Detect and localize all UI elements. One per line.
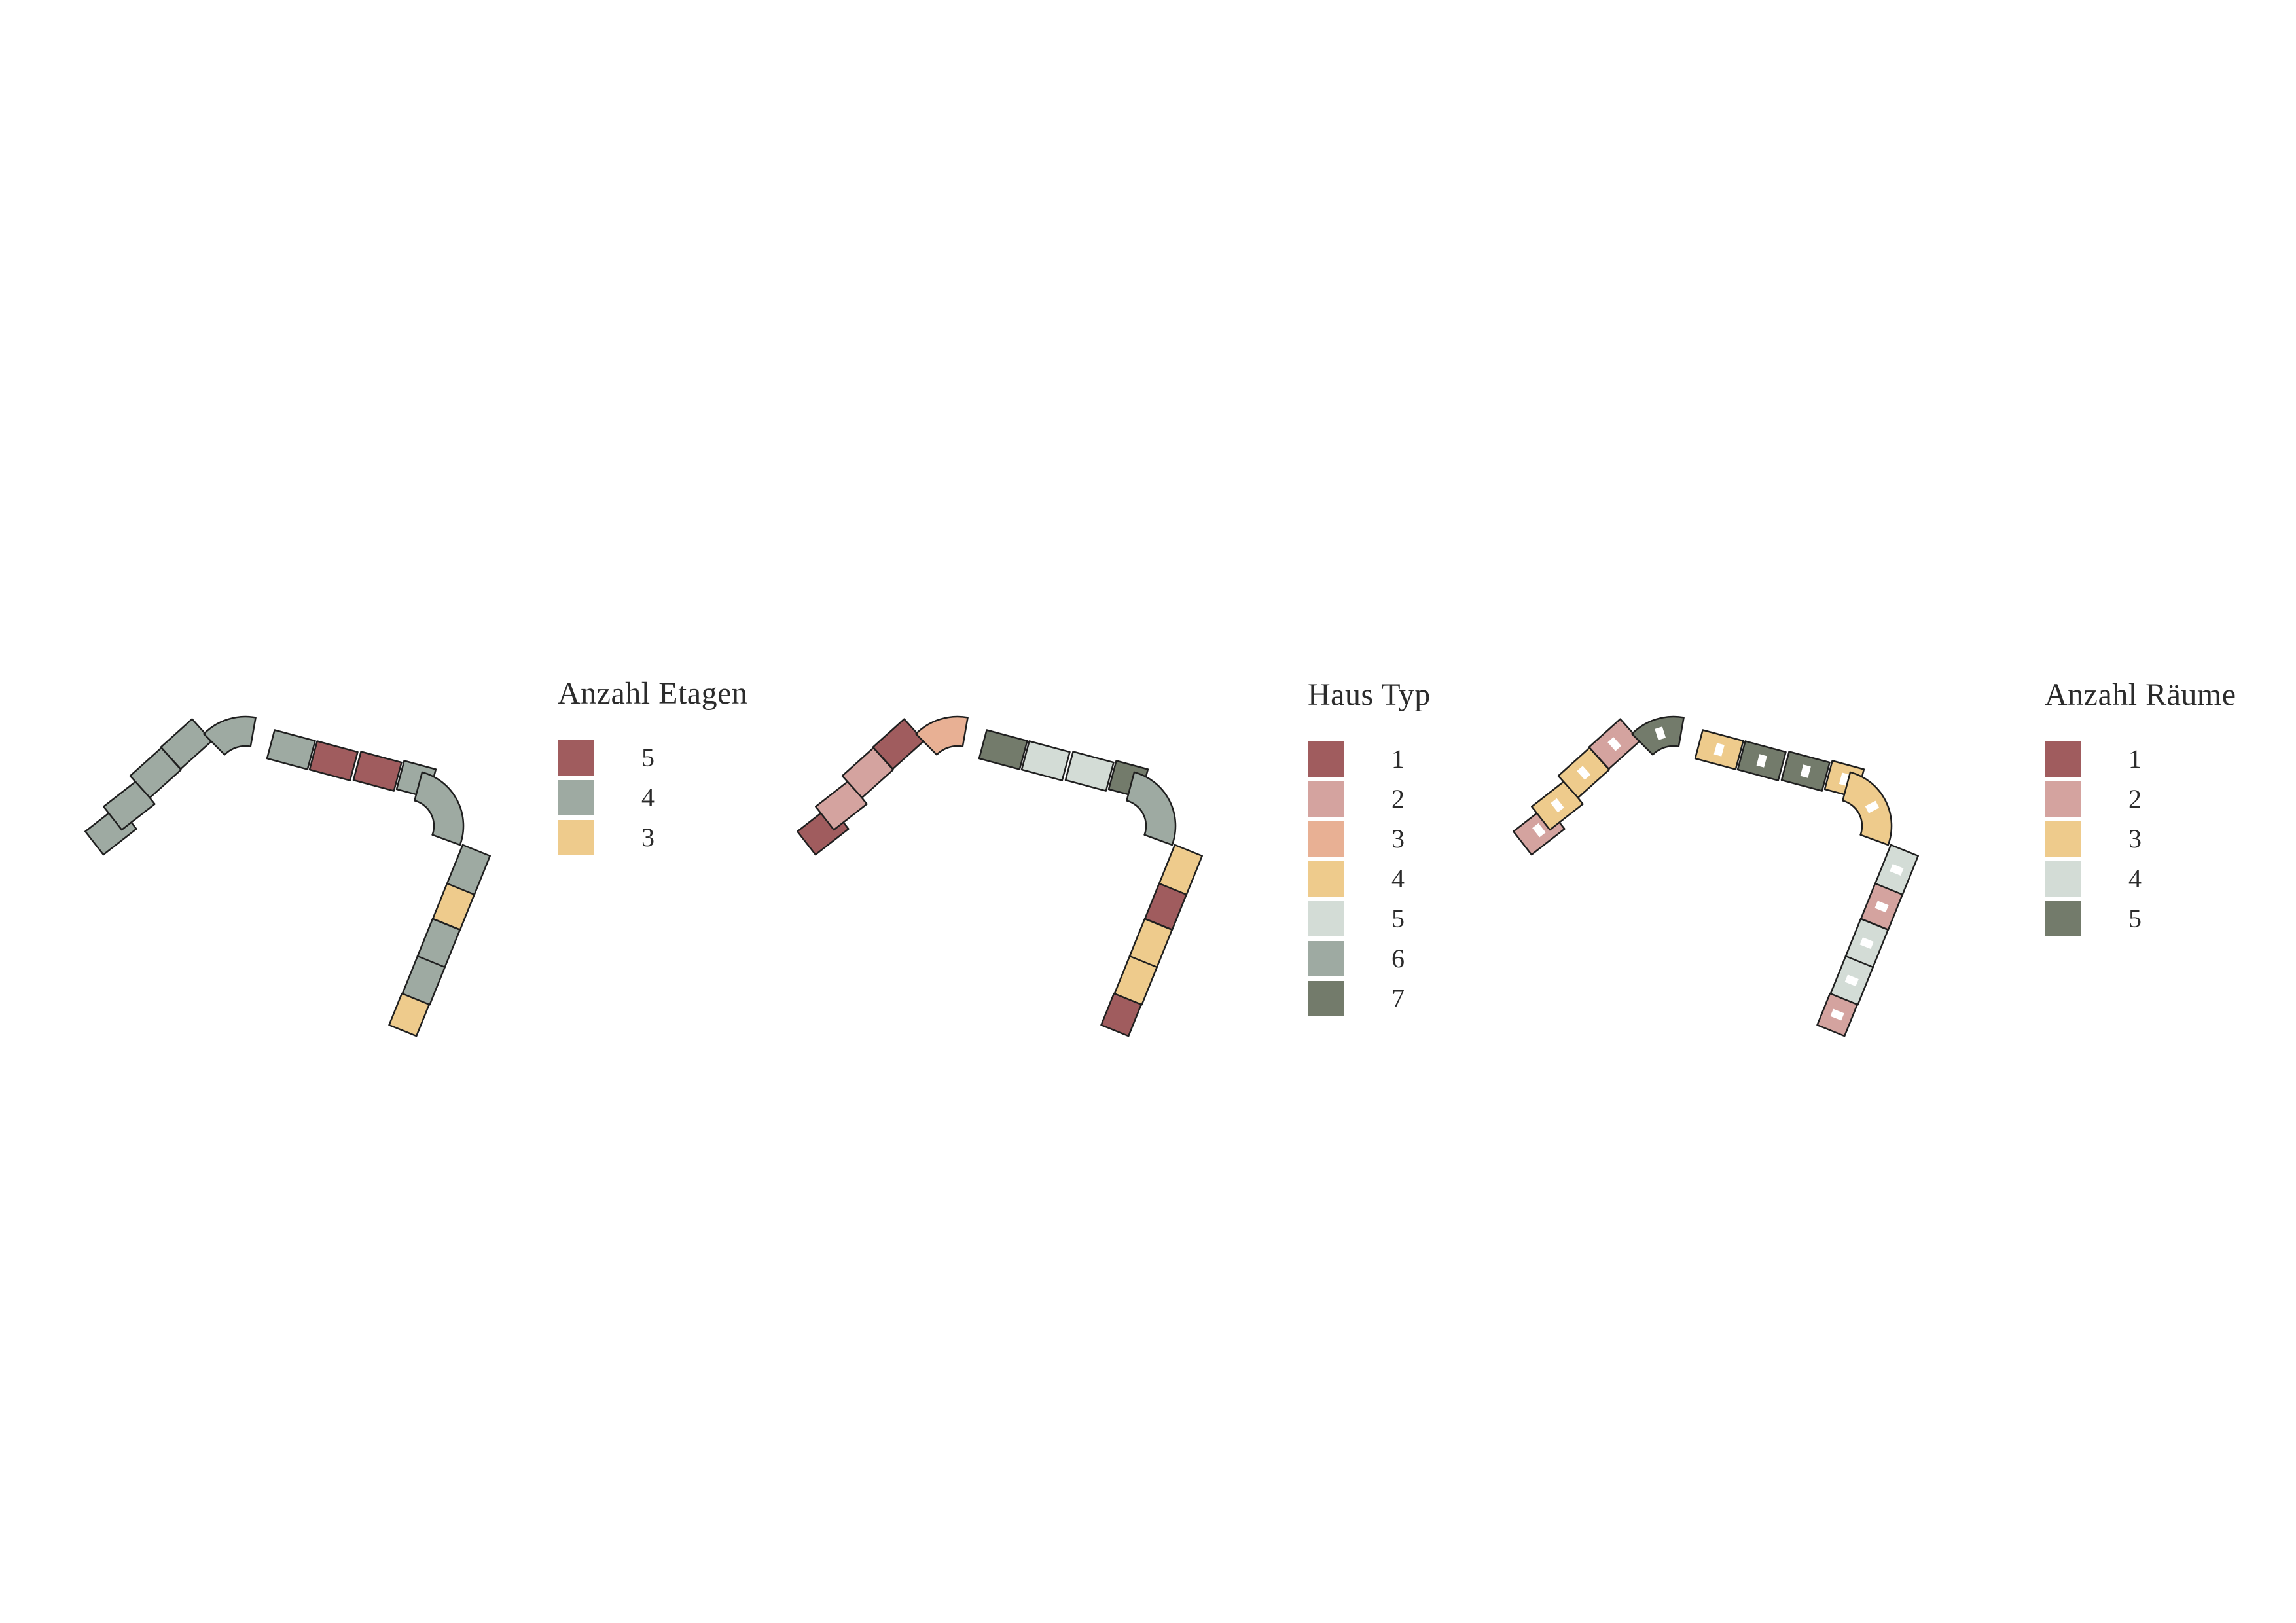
room-marker (1607, 737, 1622, 751)
room-marker (1890, 864, 1904, 876)
legend-label: 3 (1391, 824, 1405, 853)
legend-anzahl-raeume: Anzahl Räume 1 2 3 4 5 (2045, 677, 2236, 938)
legend-haus-typ: Haus Typ 1 2 3 4 5 6 7 (1308, 677, 1431, 1018)
legend-list: 1 2 3 4 5 6 7 (1308, 739, 1431, 1018)
legend-item: 4 (558, 777, 747, 817)
legend-swatch (558, 779, 594, 815)
room-marker (1844, 974, 1859, 987)
legend-label: 1 (2128, 744, 2142, 774)
legend-title: Anzahl Etagen (558, 676, 748, 711)
legend-swatch (1308, 821, 1344, 857)
house-block (1100, 992, 1142, 1037)
legend-label: 4 (1391, 864, 1405, 893)
legend-swatch (2045, 781, 2081, 817)
house-block (308, 740, 359, 781)
house-block (266, 729, 316, 770)
legend-anzahl-etagen: Anzahl Etagen 5 4 3 (558, 675, 747, 857)
legend-label: 3 (641, 823, 655, 852)
plan-anzahl-raeume (1513, 715, 1919, 1037)
legend-item: 2 (2045, 779, 2236, 819)
legend-label: 5 (2128, 904, 2142, 933)
legend-item: 1 (1308, 739, 1431, 779)
legend-swatch (558, 819, 594, 855)
room-marker (1874, 901, 1889, 913)
house-block (1126, 771, 1177, 846)
room-marker (1655, 726, 1666, 740)
legend-item: 1 (2045, 739, 2236, 779)
house-block (352, 751, 403, 792)
room-marker (1859, 937, 1874, 950)
legend-title: Haus Typ (1308, 677, 1431, 712)
legend-label: 4 (2128, 864, 2142, 893)
legend-label: 2 (2128, 784, 2142, 813)
house-block (872, 718, 925, 770)
legend-label: 2 (1391, 784, 1405, 813)
plan-haus-typ (797, 715, 1203, 1037)
legend-swatch (1308, 940, 1344, 976)
legend-item: 5 (1308, 899, 1431, 938)
house-block (414, 771, 465, 846)
legend-item: 5 (2045, 899, 2236, 938)
legend-swatch (2045, 861, 2081, 897)
legend-item: 5 (558, 738, 747, 777)
legend-swatch (1308, 861, 1344, 897)
legend-label: 7 (1391, 984, 1405, 1013)
room-marker (1865, 800, 1880, 813)
room-marker (1800, 764, 1811, 778)
house-block (1064, 751, 1115, 792)
legend-item: 7 (1308, 978, 1431, 1018)
legend-label: 4 (641, 783, 655, 812)
house-block (203, 715, 257, 756)
house-block (388, 992, 430, 1037)
legend-swatch (2045, 741, 2081, 777)
legend-swatch (1308, 741, 1344, 777)
legend-label: 1 (1391, 744, 1405, 774)
legend-item: 4 (1308, 859, 1431, 899)
legend-item: 2 (1308, 779, 1431, 819)
legend-label: 3 (2128, 824, 2142, 853)
room-marker (1713, 743, 1725, 757)
room-marker (1756, 754, 1767, 768)
house-block (915, 715, 969, 756)
legend-item: 4 (2045, 859, 2236, 899)
legend-label: 6 (1391, 944, 1405, 973)
legend-label: 5 (1391, 904, 1405, 933)
legend-item: 3 (2045, 819, 2236, 859)
legend-item: 6 (1308, 938, 1431, 978)
legend-swatch (2045, 821, 2081, 857)
legend-swatch (1308, 980, 1344, 1016)
legend-swatch (1308, 901, 1344, 936)
legend-label: 5 (641, 743, 655, 772)
room-marker (1532, 823, 1546, 838)
legend-swatch (1308, 781, 1344, 817)
room-marker (1577, 766, 1591, 780)
legend-item: 3 (1308, 819, 1431, 859)
house-block (160, 718, 213, 770)
house-block (1020, 740, 1071, 781)
legend-list: 1 2 3 4 5 (2045, 739, 2236, 938)
room-marker (1551, 798, 1564, 813)
legend-title: Anzahl Räume (2045, 677, 2236, 712)
room-marker (1830, 1008, 1844, 1021)
house-block (978, 729, 1028, 770)
legend-item: 3 (558, 817, 747, 857)
plan-anzahl-etagen (84, 715, 491, 1037)
legend-swatch (558, 740, 594, 776)
legend-list: 5 4 3 (558, 738, 747, 857)
legend-swatch (2045, 901, 2081, 936)
